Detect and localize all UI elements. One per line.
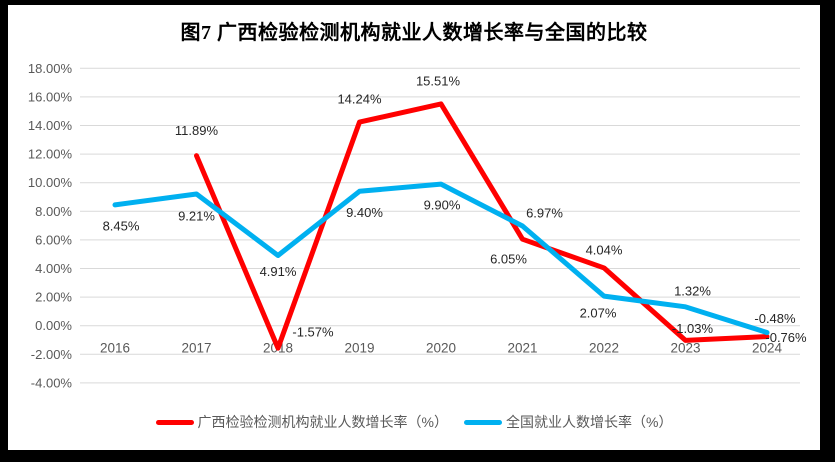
legend-label-guangxi: 广西检验检测机构就业人数增长率（%） (197, 414, 448, 430)
chart-title: 图7 广西检验检测机构就业人数增长率与全国的比较 (180, 22, 648, 44)
data-label-guangxi: 15.51% (416, 73, 461, 88)
legend-item-guangxi: 广西检验检测机构就业人数增长率（%） (155, 412, 448, 432)
y-axis-tick: 4.00% (35, 261, 72, 276)
y-axis-tick: -2.00% (31, 347, 73, 362)
y-axis-tick: 12.00% (28, 147, 73, 162)
legend-item-national: 全国就业人数增长率（%） (464, 412, 672, 432)
x-axis-tick: 2016 (100, 341, 130, 356)
y-axis-tick: 8.00% (35, 204, 72, 219)
data-label-guangxi: -1.57% (292, 325, 334, 340)
line-chart: 18.00% 16.00% 14.00% 12.00% 10.00% 8.00% 6.00%… (28, 61, 807, 391)
x-axis-tick: 2023 (670, 341, 700, 356)
data-label-national: -0.48% (754, 311, 796, 326)
data-label-national: 9.21% (178, 208, 215, 223)
data-label-national: 2.07% (580, 306, 617, 321)
data-label-guangxi: 14.24% (337, 92, 382, 107)
data-label-national: 9.40% (346, 205, 383, 220)
legend-line-blue (464, 419, 502, 425)
data-label-national: 8.45% (103, 218, 140, 233)
data-label-guangxi: -0.76% (765, 330, 807, 345)
legend: 广西检验检测机构就业人数增长率（%） 全国就业人数增长率（%） (8, 412, 820, 432)
y-axis-tick: 18.00% (28, 61, 73, 76)
y-axis-tick: 6.00% (35, 232, 72, 247)
y-axis-tick: -4.00% (31, 375, 73, 390)
x-axis-tick: 2024 (752, 341, 783, 356)
x-axis-tick: 2017 (181, 341, 211, 356)
y-axis-tick: 10.00% (28, 175, 73, 190)
legend-line-red (155, 419, 194, 425)
series-line-national (112, 181, 770, 336)
legend-label-national: 全国就业人数增长率（%） (506, 414, 673, 430)
data-label-guangxi: 6.05% (490, 252, 527, 267)
y-axis-tick: 14.00% (28, 118, 73, 133)
data-label-national: 4.91% (260, 264, 297, 279)
y-axis-tick: 16.00% (28, 89, 73, 104)
x-axis-tick: 2021 (507, 341, 537, 356)
data-label-national: 9.90% (424, 198, 461, 213)
y-axis-tick: 0.00% (35, 318, 72, 333)
data-label-national: 1.32% (674, 283, 711, 298)
data-label-guangxi: 4.04% (586, 242, 623, 257)
chart-canvas: 图7 广西检验检测机构就业人数增长率与全国的比较 18.00% 16.00% 14.… (8, 5, 820, 450)
x-axis-tick: 2020 (426, 341, 456, 356)
x-axis-tick: 2019 (344, 341, 374, 356)
data-label-national: 6.97% (526, 206, 563, 221)
data-label-guangxi: 11.89% (175, 123, 219, 138)
data-label-guangxi: -1.03% (672, 321, 714, 336)
y-axis-tick: 2.00% (35, 290, 72, 305)
series-line-guangxi (194, 101, 770, 351)
x-axis-tick: 2022 (589, 341, 619, 356)
